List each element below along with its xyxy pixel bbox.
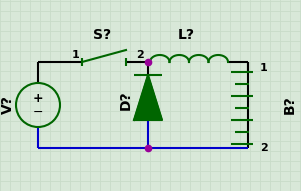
Text: 1: 1 — [72, 50, 80, 60]
Text: D?: D? — [119, 90, 133, 110]
Text: B?: B? — [283, 96, 297, 114]
Text: 2: 2 — [260, 143, 268, 153]
Text: 1: 1 — [260, 63, 268, 73]
Text: L?: L? — [178, 28, 194, 42]
Text: S?: S? — [93, 28, 111, 42]
Text: −: − — [33, 105, 43, 118]
Text: V?: V? — [1, 96, 15, 114]
Text: +: + — [33, 91, 43, 104]
Polygon shape — [134, 75, 162, 120]
Text: 2: 2 — [136, 50, 144, 60]
